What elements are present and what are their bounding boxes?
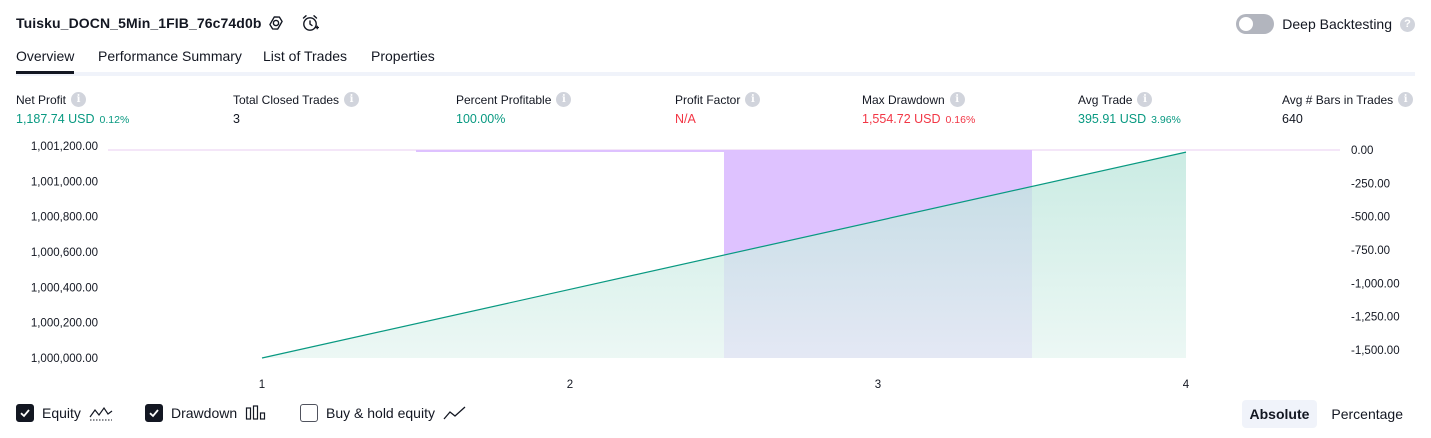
metric-total-closed-trades: Total Closed Trades i 3 [233,92,360,126]
metric-value: 395.91 USD [1078,112,1147,126]
tab-properties[interactable]: Properties [371,48,435,64]
metric-value: 1,187.74 USD [16,112,95,126]
metric-label: Percent Profitable [456,92,552,107]
legend-drawdown[interactable]: Drawdown [145,404,267,422]
right-axis-tick: -1,250.00 [1351,312,1400,324]
buy-hold-checkbox[interactable] [300,404,318,422]
left-axis-tick: 1,000,600.00 [31,247,98,259]
right-axis-tick: -1,500.00 [1351,345,1400,357]
right-axis-tick: -750.00 [1351,245,1390,257]
add-alert-clock-icon[interactable] [300,13,320,33]
legend-label: Buy & hold equity [326,405,435,421]
info-icon[interactable]: i [1137,92,1153,107]
metric-value: 3 [233,112,240,126]
metrics-row: Net Profit i 1,187.74 USD 0.12% Total Clos… [0,92,1431,132]
settings-gear-icon[interactable] [266,13,286,33]
tab-overview[interactable]: Overview [16,48,75,74]
metric-percent-profitable: Percent Profitable i 100.00% [456,92,572,126]
legend-equity[interactable]: Equity [16,404,113,422]
drawdown-checkbox[interactable] [145,404,163,422]
equity-line [261,151,1187,359]
info-icon[interactable]: i [71,92,87,107]
drawdown-bars-icon [245,405,267,421]
metric-label: Avg Trade [1078,92,1133,107]
deep-backtesting-control: Deep Backtesting ? [1236,14,1415,34]
info-icon[interactable]: i [556,92,572,107]
metric-label: Profit Factor [675,92,741,107]
metric-value: 1,554.72 USD [862,112,941,126]
info-icon[interactable]: i [1398,92,1414,107]
drawdown-bar-1 [416,150,724,152]
right-axis-tick: 0.00 [1351,145,1373,157]
equity-area-icon [89,405,113,421]
metric-value: 640 [1282,112,1303,126]
absolute-button[interactable]: Absolute [1241,400,1318,428]
chart-canvas[interactable]: 1,001,200.00 1,001,000.00 1,000,800.00 1,00… [0,138,1431,398]
deep-backtesting-label: Deep Backtesting [1282,16,1392,32]
metric-label: Avg # Bars in Trades [1282,92,1394,107]
metric-percent: 3.96% [1151,114,1181,126]
x-axis-tick: 2 [567,379,573,391]
metric-avg-trade: Avg Trade i 395.91 USD 3.96% [1078,92,1181,126]
metric-percent: 0.12% [99,114,130,126]
metric-label: Net Profit [16,92,67,107]
metric-net-profit: Net Profit i 1,187.74 USD 0.12% [16,92,129,126]
toggle-knob [1239,17,1254,31]
equity-drawdown-chart[interactable]: 1,001,200.00 1,001,000.00 1,000,800.00 1,00… [0,138,1431,398]
info-icon[interactable]: i [949,92,965,107]
equity-checkbox[interactable] [16,404,34,422]
metric-max-drawdown: Max Drawdown i 1,554.72 USD 0.16% [862,92,975,126]
right-axis-tick: -500.00 [1351,212,1390,224]
x-axis-tick: 1 [259,379,265,391]
chart-footer: Equity Drawdown Buy & hold equity Absolu… [0,400,1431,430]
x-axis-tick: 3 [875,379,881,391]
strategy-title: Tuisku_DOCN_5Min_1FIB_76c74d0b [16,15,262,31]
metric-value: N/A [675,112,696,126]
x-axis-tick: 4 [1183,379,1190,391]
left-axis-tick: 1,000,800.00 [31,212,98,224]
tab-list-of-trades[interactable]: List of Trades [263,48,348,64]
legend-label: Drawdown [171,405,238,421]
help-icon[interactable]: ? [1400,16,1415,32]
report-tabs: Overview Performance Summary List of Tra… [16,46,1415,76]
metric-percent: 0.16% [945,114,976,126]
legend-label: Equity [42,405,81,421]
metric-value: 100.00% [456,112,506,126]
metric-label: Max Drawdown [862,92,945,107]
info-icon[interactable]: i [745,92,761,107]
buy-hold-line-icon [443,405,467,421]
scale-mode-switch: Absolute Percentage [1241,400,1412,428]
left-axis-tick: 1,000,400.00 [31,282,98,294]
deep-backtesting-toggle[interactable] [1236,14,1275,34]
metric-profit-factor: Profit Factor i N/A [675,92,761,126]
metric-avg-bars-in-trades: Avg # Bars in Trades i 640 [1282,92,1414,126]
legend-buy-hold-equity[interactable]: Buy & hold equity [300,404,467,422]
tab-performance-summary[interactable]: Performance Summary [98,48,242,64]
left-axis-tick: 1,001,200.00 [31,141,98,153]
left-axis-tick: 1,001,000.00 [31,176,98,188]
right-axis-tick: -1,000.00 [1351,278,1400,290]
metric-label: Total Closed Trades [233,92,340,107]
info-icon[interactable]: i [344,92,360,107]
percentage-button[interactable]: Percentage [1331,406,1403,422]
strategy-header: Tuisku_DOCN_5Min_1FIB_76c74d0b Deep Back… [0,0,1431,46]
right-axis-tick: -250.00 [1351,178,1390,190]
left-axis-tick: 1,000,200.00 [31,318,98,330]
left-axis-tick: 1,000,000.00 [31,353,98,365]
